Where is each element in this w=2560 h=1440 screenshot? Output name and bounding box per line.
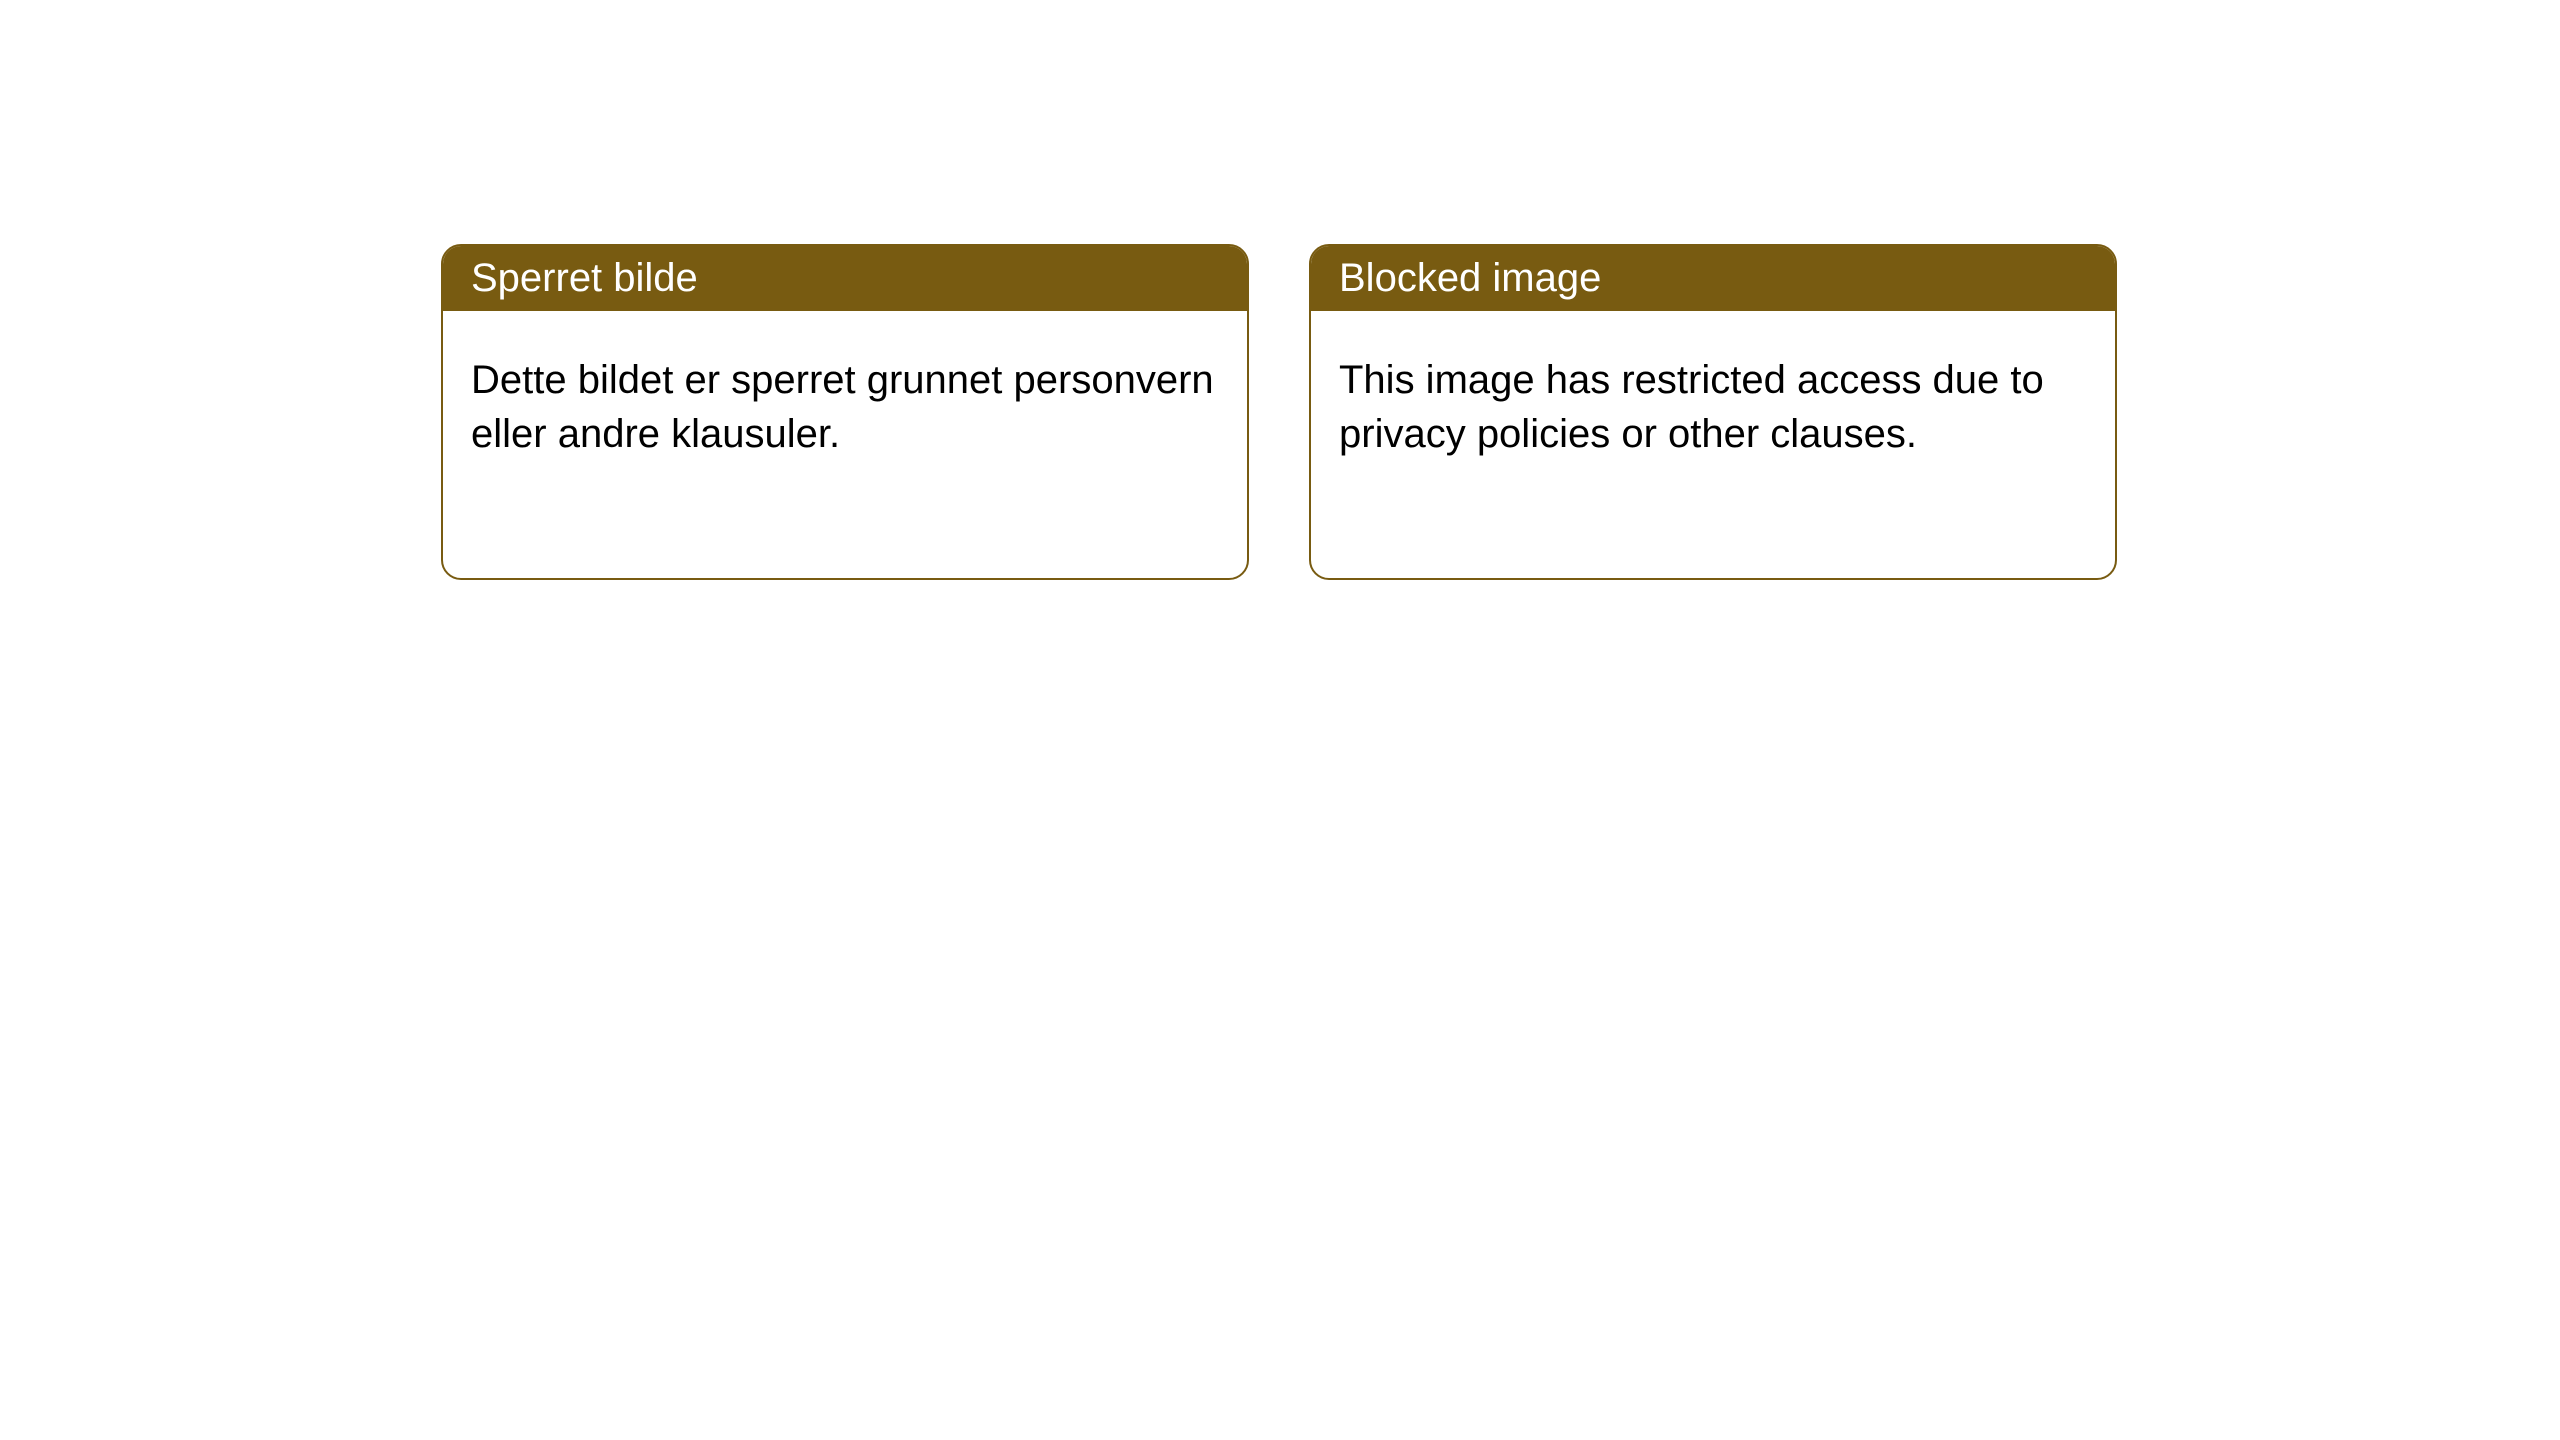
card-header: Sperret bilde bbox=[443, 246, 1247, 311]
notice-container: Sperret bilde Dette bildet er sperret gr… bbox=[0, 0, 2560, 580]
card-body: Dette bildet er sperret grunnet personve… bbox=[443, 311, 1247, 503]
card-title: Blocked image bbox=[1339, 256, 1601, 300]
notice-card-english: Blocked image This image has restricted … bbox=[1309, 244, 2117, 580]
card-title: Sperret bilde bbox=[471, 256, 698, 300]
card-body-text: Dette bildet er sperret grunnet personve… bbox=[471, 358, 1214, 456]
notice-card-norwegian: Sperret bilde Dette bildet er sperret gr… bbox=[441, 244, 1249, 580]
card-header: Blocked image bbox=[1311, 246, 2115, 311]
card-body: This image has restricted access due to … bbox=[1311, 311, 2115, 503]
card-body-text: This image has restricted access due to … bbox=[1339, 358, 2044, 456]
